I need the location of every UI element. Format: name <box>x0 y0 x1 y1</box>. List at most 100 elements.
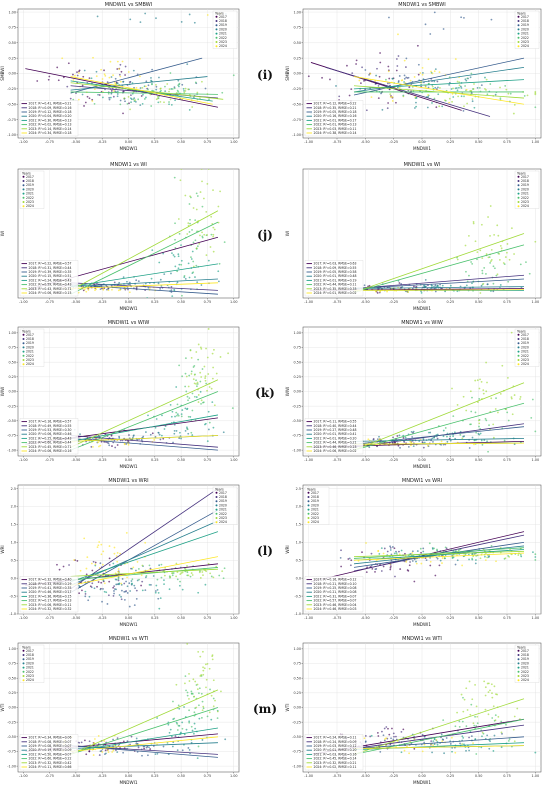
scatter-point <box>507 740 510 742</box>
scatter-point <box>120 598 123 601</box>
x-tick-label: -0.25 <box>389 140 398 144</box>
scatter-point <box>195 264 198 267</box>
scatter-point <box>377 550 380 553</box>
scatter-point <box>482 389 485 392</box>
scatter-point <box>72 98 75 101</box>
scatter-point <box>168 90 170 93</box>
scatter-point <box>453 746 456 749</box>
scatter-point <box>160 285 163 287</box>
scatter-point <box>176 578 179 581</box>
legend-marker <box>517 192 520 195</box>
fit-legend-label: 2018: R²=0.09, RMSE=0.16 <box>29 106 72 110</box>
scatter-point <box>460 87 463 89</box>
years-legend-title: Years <box>22 171 31 175</box>
scatter-point <box>160 434 163 437</box>
y-tick-label: 0.00 <box>8 390 16 394</box>
legend-year-label: 2019 <box>219 23 227 27</box>
scatter-point <box>454 563 457 566</box>
fit-legend-label: 2018: R²=0.31, RMSE=0.44 <box>29 266 72 270</box>
legend-marker <box>307 512 310 515</box>
scatter-point <box>384 738 386 740</box>
scatter-point <box>111 288 113 291</box>
scatter-point <box>88 750 91 753</box>
scatter-point <box>192 678 195 681</box>
years-legend-title: Years <box>22 645 31 649</box>
scatter-point <box>175 683 178 686</box>
scatter-point <box>503 439 506 442</box>
scatter-point <box>93 88 96 90</box>
scatter-point <box>419 547 422 550</box>
scatter-point <box>516 707 519 710</box>
legend-marker <box>517 28 520 31</box>
x-tick-label: -0.50 <box>361 774 370 778</box>
scatter-point <box>113 592 115 595</box>
chart-panel-j-left: MNDWI1 vs WI -1.00 -0.75 -0.50 -0.25 0.00 0.25… <box>0 160 245 312</box>
scatter-point <box>512 728 515 731</box>
y-tick-label: 0.0 <box>296 576 301 580</box>
fit-line <box>70 57 203 94</box>
scatter-point <box>190 692 193 695</box>
scatter-point <box>56 563 58 566</box>
plot-marks <box>25 328 234 451</box>
scatter-point <box>483 267 486 269</box>
scatter-point <box>94 561 97 564</box>
scatter-point <box>358 79 361 82</box>
scatter-point <box>433 743 436 746</box>
scatter-point <box>184 278 187 280</box>
y-tick-label: 0.50 <box>8 676 16 680</box>
y-tick-label: 0.00 <box>293 72 301 76</box>
fit-legend-label: 2024: R²=0.06, RMSE=0.02 <box>314 449 357 453</box>
scatter-point <box>116 751 119 754</box>
scatter-point <box>416 44 419 47</box>
legend-year-label: 2017 <box>311 491 319 495</box>
scatter-point <box>441 562 443 564</box>
scatter-point <box>169 98 172 101</box>
scatter-point <box>380 570 383 572</box>
y-tick-label: -0.50 <box>7 102 16 106</box>
scatter-point <box>340 565 343 568</box>
scatter-point <box>173 432 176 435</box>
fit-line <box>353 76 525 105</box>
fit-legend-label: 2018: R²=0.35, RMSE=0.21 <box>314 106 357 110</box>
y-tick-label: 1.00 <box>8 331 16 335</box>
scatter-point <box>201 180 203 183</box>
chart-svg: MNDWI1 vs WIW-1.00 -0.75 -0.50 -0.25 0.00 0.2… <box>285 320 542 469</box>
scatter-point <box>468 736 470 739</box>
scatter-point <box>473 83 475 85</box>
scatter-point <box>177 218 180 220</box>
fit-legend-label: 2017: R²=0.34, RMSE=0.06 <box>29 736 72 740</box>
scatter-point <box>182 87 185 90</box>
legend-marker <box>517 24 520 27</box>
y-tick-label: -0.50 <box>292 419 301 423</box>
scatter-point <box>379 750 382 753</box>
y-tick-label: 0.25 <box>293 56 301 60</box>
fit-legend-label: 2021: R²=0.01, RMSE=0.17 <box>314 118 357 122</box>
scatter-point <box>168 588 171 591</box>
scatter-point <box>400 282 403 285</box>
scatter-point <box>231 407 234 410</box>
legend-year-label: 2019 <box>26 341 34 345</box>
scatter-point <box>130 94 132 97</box>
y-tick-label: 2.0 <box>11 505 16 509</box>
x-tick-label: 0.75 <box>503 616 511 620</box>
legend-marker <box>215 521 218 524</box>
scatter-point <box>462 395 465 398</box>
scatter-point <box>87 599 90 602</box>
legend-year-label: 2019 <box>521 23 529 27</box>
scatter-point <box>393 552 396 555</box>
scatter-point <box>222 577 225 580</box>
y-tick-label: -0.25 <box>292 87 301 91</box>
scatter-point <box>474 439 477 442</box>
scatter-point <box>493 734 496 737</box>
fit-legend-label: 2020: R²=0.06, RMSE=0.46 <box>29 432 72 436</box>
scatter-point <box>410 430 413 433</box>
fit-legend-label: 2017: R²=0.11, RMSE=0.55 <box>314 420 357 424</box>
scatter-point <box>195 379 197 382</box>
scatter-point <box>122 80 125 83</box>
scatter-point <box>103 73 106 76</box>
scatter-point <box>189 416 192 418</box>
chart-panel-l-right: MNDWI1 vs WRI -1.00 -0.75 -0.50 -0.25 0.00 0.2… <box>285 476 547 628</box>
scatter-point <box>148 583 151 586</box>
row-label-l: (l) <box>257 544 273 558</box>
scatter-point <box>173 87 176 90</box>
